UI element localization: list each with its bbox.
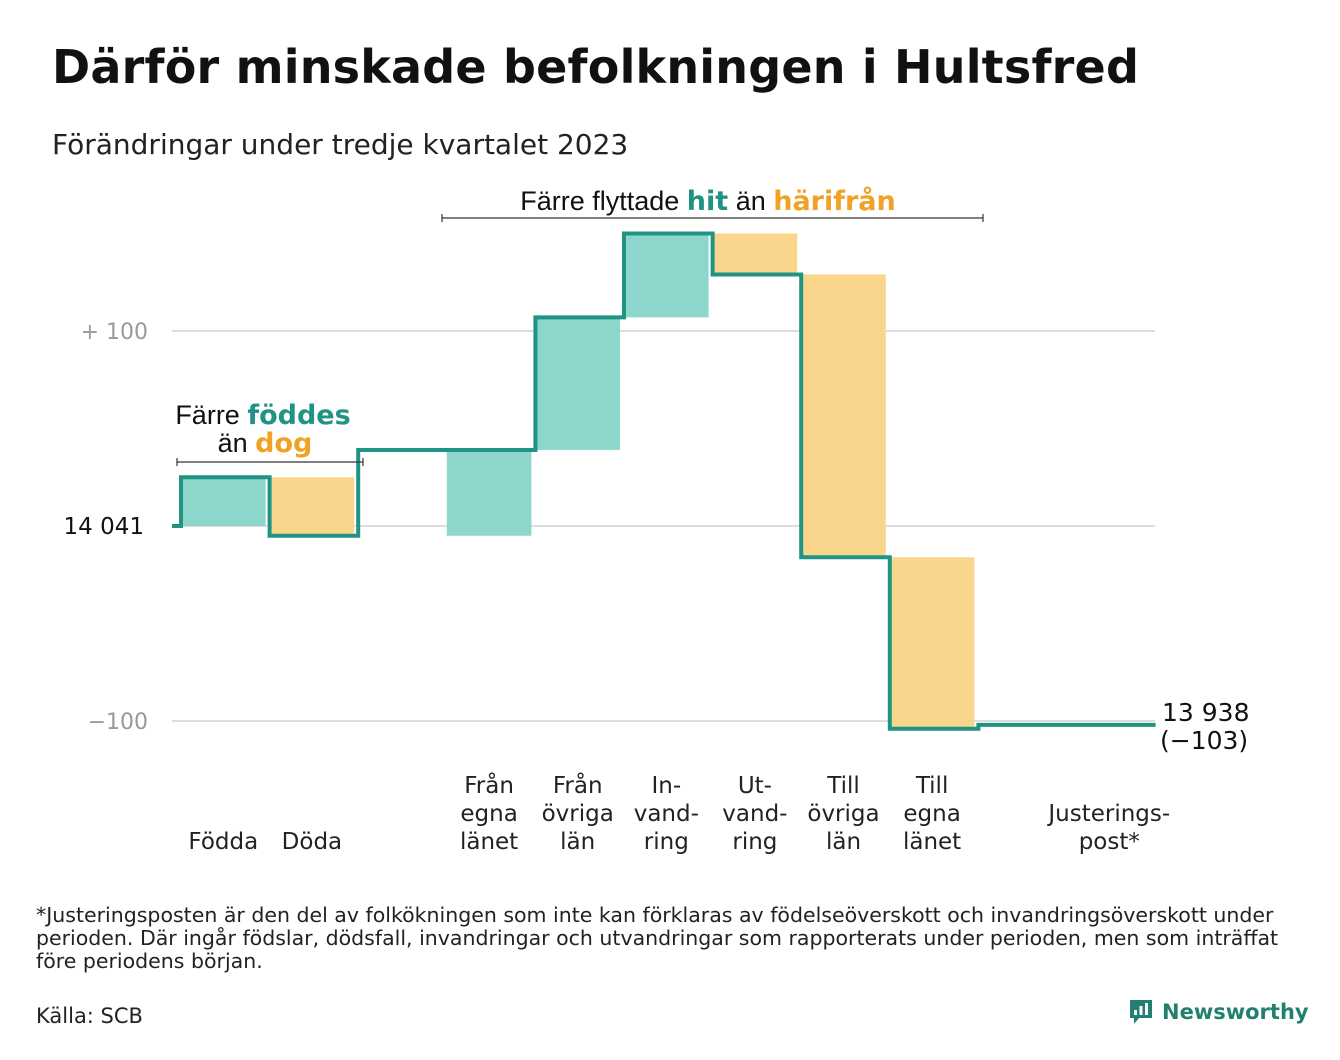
x-category-label: egna xyxy=(903,801,960,827)
brand: Newsworthy xyxy=(1128,998,1309,1026)
newsworthy-logo-icon xyxy=(1130,1000,1152,1024)
x-category-label: län xyxy=(560,829,595,855)
bar-till-övriga-län xyxy=(801,274,886,558)
x-category-label: Till xyxy=(826,773,860,799)
x-category-label: övriga xyxy=(807,801,879,827)
bar-till-egna-länet xyxy=(889,557,975,729)
x-category-label: ring xyxy=(644,829,689,855)
x-category-label: Döda xyxy=(282,829,342,855)
footnote: *Justeringsposten är den del av folkökni… xyxy=(36,903,1279,973)
x-category-label: ring xyxy=(732,829,777,855)
y-tick-label: + 100 xyxy=(81,320,148,345)
x-category-label: In- xyxy=(651,773,681,799)
x-category-label: länet xyxy=(460,829,518,855)
source-label: Källa: SCB xyxy=(36,1004,143,1028)
x-category-label: Till xyxy=(915,773,949,799)
births-annotation-line1-part: föddes xyxy=(247,400,350,431)
start-value-label: 14 041 xyxy=(64,514,144,540)
bar-från-övriga-län xyxy=(535,317,620,450)
y-tick-label: −100 xyxy=(88,710,148,735)
moves-annotation-part: Färre flyttade xyxy=(520,186,687,216)
x-category-label: post* xyxy=(1079,829,1140,855)
end-change-label: (−103) xyxy=(1160,726,1248,755)
x-category-label: Från xyxy=(553,771,603,799)
end-value-label: 13 938 xyxy=(1162,698,1249,727)
bar-in-vandring xyxy=(624,233,709,318)
x-category-label: vand- xyxy=(722,801,787,827)
bar-ut-vandring xyxy=(712,233,798,275)
chart-title: Därför minskade befolkningen i Hultsfred xyxy=(52,40,1140,94)
x-category-label: Födda xyxy=(188,829,258,855)
moves-annotation-part: än xyxy=(728,186,773,216)
chart-subtitle: Förändringar under tredje kvartalet 2023 xyxy=(52,128,629,161)
births-annotation-line2-part: än xyxy=(218,428,256,458)
x-category-label: egna xyxy=(460,801,517,827)
moves-annotation: Färre flyttade hit än härifrån xyxy=(520,185,896,217)
running-total-line xyxy=(172,231,1156,731)
bar-födda xyxy=(181,477,266,526)
x-category-label: Justerings- xyxy=(1046,801,1170,827)
bar-från-egna-länet xyxy=(446,449,532,536)
bar-döda xyxy=(269,477,355,536)
x-category-label: länet xyxy=(903,829,961,855)
moves-annotation-part: hit xyxy=(687,186,728,217)
x-category-label: vand- xyxy=(634,801,699,827)
births-annotation-line2: än dog xyxy=(218,428,313,459)
x-category-label: övriga xyxy=(542,801,614,827)
x-category-label: Från xyxy=(464,771,514,799)
births-annotation-line2-part: dog xyxy=(255,428,312,459)
x-category-label: Ut- xyxy=(738,773,772,799)
x-category-label: län xyxy=(826,829,861,855)
brand-name: Newsworthy xyxy=(1162,1000,1309,1024)
births-annotation-line1: Färre föddes xyxy=(175,400,350,431)
moves-annotation-part: härifrån xyxy=(773,185,896,217)
births-annotation-line1-part: Färre xyxy=(175,400,247,430)
